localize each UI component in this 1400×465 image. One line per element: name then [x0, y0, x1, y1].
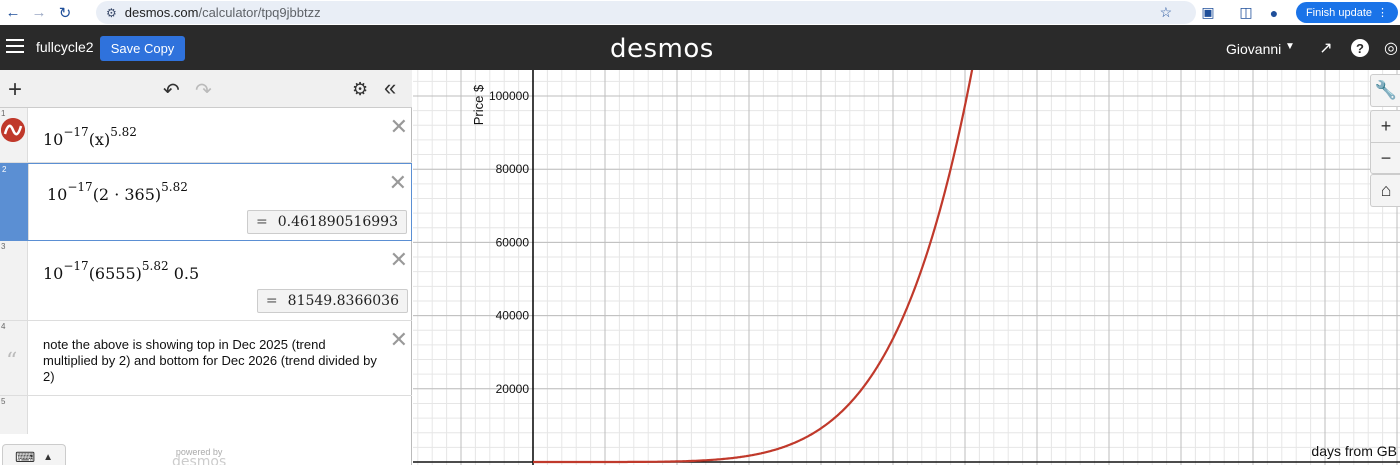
expression-gutter: 2 [1, 164, 29, 240]
zoom-controls: + − [1370, 110, 1400, 174]
expression-math[interactable]: 10−17(6555)5.82 0.5 [43, 259, 199, 283]
math-base: 10 [47, 185, 68, 204]
graph-canvas[interactable]: 20000 40000 60000 80000 100000 Price $ days fr… [413, 70, 1400, 465]
y-tick-label: 20000 [496, 382, 530, 396]
math-argument: (6555) [88, 264, 142, 283]
keyboard-toggle-button[interactable]: ⌨ ▲ [2, 444, 66, 465]
expression-number: 5 [1, 397, 6, 406]
expression-gutter: 4 “ [0, 321, 28, 395]
forward-icon[interactable]: → [31, 4, 47, 21]
collapse-panel-icon[interactable]: « [384, 75, 397, 100]
function-curve [533, 70, 974, 464]
help-icon[interactable]: ? [1349, 37, 1371, 59]
expression-math[interactable]: 10−17(x)5.82 [43, 125, 137, 149]
note-quote-icon: “ [6, 349, 18, 374]
add-expression-icon[interactable]: + [8, 76, 23, 103]
math-factor: 0.5 [173, 264, 200, 283]
expression-gutter: 3 [0, 241, 28, 320]
url-text: desmos.com/calculator/tpq9jbbtzz [125, 5, 321, 20]
address-bar[interactable]: ⚙ desmos.com/calculator/tpq9jbbtzz [96, 1, 1196, 24]
more-icon: ⋮ [1377, 7, 1388, 19]
powered-by-text: powered by [175, 447, 223, 457]
expression-toolbar: + ↶ ↷ ⚙ « [0, 70, 412, 108]
zoom-out-icon[interactable]: − [1371, 142, 1400, 173]
graph-title[interactable]: fullcycle2 [36, 39, 94, 55]
y-axis-label: Price $ [471, 84, 486, 125]
expression-number: 4 [1, 322, 6, 331]
expression-number: 2 [2, 165, 7, 174]
expression-list: + ↶ ↷ ⚙ « 1 10−17(x)5.82 ✕ 2 10−17(2 · 3… [0, 70, 412, 465]
keyboard-icon: ⌨ [14, 448, 36, 465]
graph-settings-group: 🔧 [1370, 74, 1400, 107]
url-path: /calculator/tpq9jbbtzz [198, 5, 321, 20]
graph-curve-icon[interactable] [1, 118, 25, 142]
user-menu[interactable]: Giovanni [1226, 41, 1282, 57]
site-info-icon[interactable]: ⚙ [106, 5, 117, 20]
expression-row-2[interactable]: 2 10−17(2 · 365)5.82 ✕ = 0.461890516993 [0, 163, 412, 241]
url-host: desmos.com [124, 5, 199, 20]
expression-gutter: 1 [0, 108, 28, 162]
math-base: 10 [43, 130, 64, 149]
delete-expression-icon[interactable]: ✕ [389, 327, 408, 352]
delete-expression-icon[interactable]: ✕ [388, 170, 407, 195]
undo-icon[interactable]: ↶ [163, 80, 180, 102]
note-row-4[interactable]: 4 “ note the above is showing top in Dec… [0, 321, 412, 396]
desmos-header: fullcycle2 Save Copy desmos Giovanni ▼ ↗… [0, 25, 1400, 70]
x-axis-label: days from GB [1311, 443, 1397, 459]
expression-row-3[interactable]: 3 10−17(6555)5.82 0.5 ✕ = 81549.8366036 [0, 241, 412, 321]
menu-icon[interactable] [6, 39, 24, 55]
share-icon[interactable]: ↗ [1319, 40, 1333, 57]
save-copy-button[interactable]: Save Copy [100, 36, 185, 61]
back-icon[interactable]: ← [5, 4, 21, 21]
math-exponent: 5.82 [161, 180, 188, 194]
home-icon[interactable]: ⌂ [1380, 180, 1392, 200]
desmos-logo: desmos [610, 34, 714, 64]
caret-down-icon[interactable]: ▼ [1285, 41, 1295, 52]
wrench-icon[interactable]: 🔧 [1374, 80, 1398, 100]
expression-number: 3 [1, 242, 6, 251]
side-panel-icon[interactable]: ◫ [1239, 4, 1253, 20]
note-text[interactable]: note the above is showing top in Dec 202… [43, 337, 377, 384]
globe-icon[interactable]: ◎ [1384, 40, 1398, 57]
redo-icon[interactable]: ↷ [195, 80, 212, 102]
browser-toolbar: ← → ↻ ⚙ desmos.com/calculator/tpq9jbbtzz… [0, 0, 1400, 25]
caret-up-icon: ▲ [43, 451, 54, 463]
powered-by-logo: desmos [172, 454, 227, 465]
math-exponent: 5.82 [110, 125, 137, 139]
math-argument: (2 · 365) [92, 185, 162, 204]
evaluation-result: = 0.461890516993 [247, 210, 407, 234]
finish-update-label: Finish update [1305, 6, 1372, 19]
expression-math[interactable]: 10−17(2 · 365)5.82 [47, 180, 188, 204]
y-tick-label: 40000 [496, 309, 530, 323]
result-value: 0.461890516993 [277, 214, 398, 230]
settings-gear-icon[interactable]: ⚙ [352, 79, 369, 99]
delete-expression-icon[interactable]: ✕ [389, 114, 408, 139]
expression-number: 1 [1, 109, 6, 118]
math-exponent: −17 [67, 180, 93, 194]
y-tick-label: 80000 [496, 162, 530, 176]
math-exponent: 5.82 [141, 259, 169, 273]
math-exponent: −17 [63, 259, 89, 273]
evaluation-result: = 81549.8366036 [256, 289, 408, 313]
bookmark-star-icon[interactable]: ☆ [1159, 4, 1173, 20]
home-group: ⌂ [1370, 174, 1400, 207]
powered-by: powered by desmos [172, 447, 226, 465]
math-base: 10 [43, 264, 64, 283]
zoom-in-icon[interactable]: + [1380, 116, 1392, 136]
y-tick-label: 100000 [489, 89, 529, 103]
reload-icon[interactable]: ↻ [58, 4, 72, 22]
finish-update-button[interactable]: Finish update ⋮ [1295, 2, 1398, 23]
math-exponent: −17 [63, 125, 89, 139]
delete-expression-icon[interactable]: ✕ [389, 247, 408, 272]
expression-gutter: 5 [0, 396, 28, 434]
result-value: 81549.8366036 [287, 293, 399, 309]
y-tick-label: 60000 [496, 235, 530, 249]
expression-row-1[interactable]: 1 10−17(x)5.82 ✕ [0, 108, 412, 163]
extensions-icon[interactable]: ▣ [1201, 4, 1215, 20]
math-argument: (x) [88, 130, 111, 149]
profile-icon[interactable]: ● [1269, 4, 1279, 21]
expression-row-5[interactable]: 5 [0, 396, 412, 434]
